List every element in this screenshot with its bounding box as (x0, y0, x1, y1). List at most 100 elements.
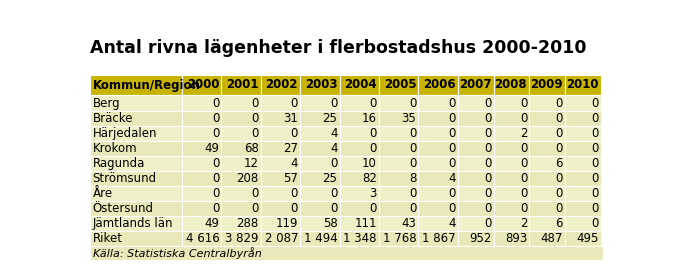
Bar (90, 171, 182, 186)
Bar (565, 171, 601, 186)
Bar (494, 186, 530, 201)
Bar (379, 216, 418, 231)
Text: Östersund: Östersund (93, 202, 154, 215)
Bar (458, 110, 494, 126)
Text: 2002: 2002 (266, 79, 298, 91)
Bar (494, 156, 530, 171)
Text: 57: 57 (283, 172, 298, 185)
Bar (494, 110, 530, 126)
Text: 0: 0 (252, 187, 259, 200)
Bar (261, 110, 300, 126)
Bar (379, 126, 418, 141)
Bar (379, 171, 418, 186)
Text: 0: 0 (330, 187, 338, 200)
Bar (418, 231, 458, 246)
Bar (530, 75, 565, 95)
Bar (221, 231, 261, 246)
Text: 4: 4 (291, 157, 298, 170)
Text: 0: 0 (520, 172, 527, 185)
Text: 0: 0 (520, 142, 527, 155)
Text: 0: 0 (448, 202, 456, 215)
Text: 0: 0 (555, 127, 563, 140)
Bar (182, 75, 221, 95)
Bar (418, 95, 458, 110)
Bar (494, 171, 530, 186)
Text: Kommun/Region: Kommun/Region (93, 79, 201, 91)
Text: 0: 0 (555, 97, 563, 110)
Text: 0: 0 (520, 202, 527, 215)
Bar (221, 126, 261, 141)
Text: Jämtlands län: Jämtlands län (93, 217, 173, 230)
Bar (261, 75, 300, 95)
Text: 4: 4 (330, 142, 338, 155)
Bar (565, 231, 601, 246)
Bar (340, 95, 379, 110)
Text: 2001: 2001 (226, 79, 259, 91)
Text: 0: 0 (252, 112, 259, 125)
Text: 0: 0 (212, 172, 219, 185)
Bar (300, 95, 340, 110)
Text: 2009: 2009 (530, 79, 563, 91)
Bar (340, 141, 379, 156)
Bar (458, 141, 494, 156)
Text: Antal rivna lägenheter i flerbostadshus 2000-2010: Antal rivna lägenheter i flerbostadshus … (90, 39, 586, 57)
Text: Åre: Åre (93, 187, 113, 200)
Bar (379, 186, 418, 201)
Text: 2005: 2005 (384, 79, 416, 91)
Bar (530, 110, 565, 126)
Bar (221, 186, 261, 201)
Bar (565, 216, 601, 231)
Text: 0: 0 (555, 202, 563, 215)
Text: 0: 0 (484, 142, 492, 155)
Bar (261, 171, 300, 186)
Text: 0: 0 (212, 127, 219, 140)
Bar (418, 110, 458, 126)
Bar (261, 126, 300, 141)
Bar (418, 141, 458, 156)
Bar (300, 110, 340, 126)
Bar (418, 126, 458, 141)
Text: 0: 0 (291, 127, 298, 140)
Text: Källa: Statistiska Centralbyrån: Källa: Statistiska Centralbyrån (93, 247, 262, 259)
Bar (565, 110, 601, 126)
Text: 0: 0 (555, 172, 563, 185)
Bar (340, 231, 379, 246)
Text: 0: 0 (409, 187, 416, 200)
Bar (494, 141, 530, 156)
Bar (565, 201, 601, 216)
Bar (300, 141, 340, 156)
Text: 0: 0 (370, 127, 377, 140)
Bar (261, 216, 300, 231)
Text: 0: 0 (448, 112, 456, 125)
Bar (300, 186, 340, 201)
Text: 0: 0 (484, 217, 492, 230)
Text: 25: 25 (323, 172, 338, 185)
Bar (300, 171, 340, 186)
Bar (379, 201, 418, 216)
Bar (458, 231, 494, 246)
Text: 0: 0 (370, 142, 377, 155)
Bar (458, 216, 494, 231)
Bar (300, 201, 340, 216)
Bar (494, 126, 530, 141)
Text: 0: 0 (409, 202, 416, 215)
Text: 0: 0 (291, 97, 298, 110)
Bar (300, 75, 340, 95)
Text: Härjedalen: Härjedalen (93, 127, 157, 140)
Text: 25: 25 (323, 112, 338, 125)
Bar (182, 171, 221, 186)
Text: 1 494: 1 494 (304, 232, 338, 245)
Text: 4 616: 4 616 (186, 232, 219, 245)
Text: 111: 111 (355, 217, 377, 230)
Text: 6: 6 (555, 217, 563, 230)
Bar (90, 126, 182, 141)
Bar (458, 186, 494, 201)
Bar (182, 231, 221, 246)
Bar (182, 141, 221, 156)
Bar (379, 231, 418, 246)
Bar (565, 75, 601, 95)
Text: 4: 4 (448, 217, 456, 230)
Bar (340, 156, 379, 171)
Text: 0: 0 (591, 187, 599, 200)
Bar (300, 216, 340, 231)
